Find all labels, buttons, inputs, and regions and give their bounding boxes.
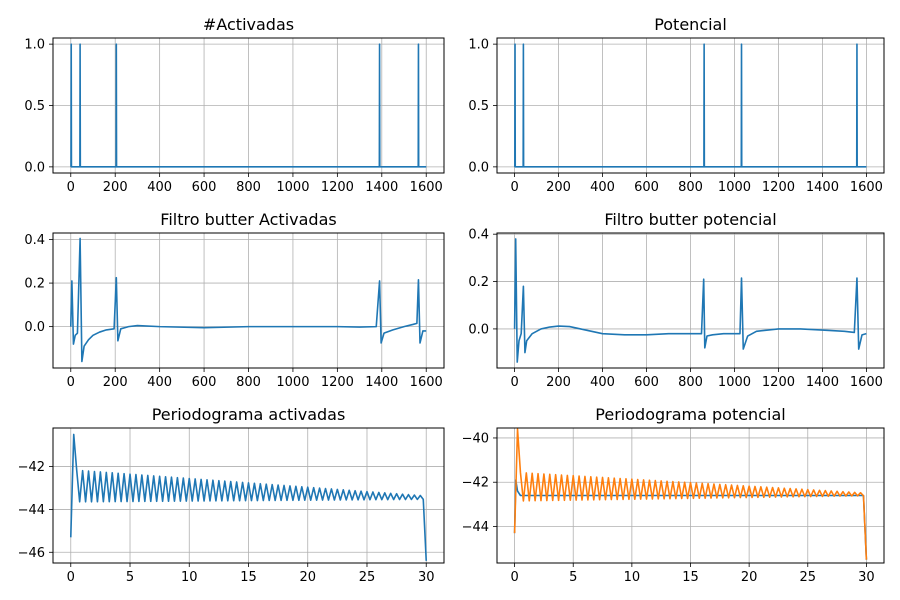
y-tick-label: 0.0 <box>468 322 489 337</box>
x-tick-label: 1600 <box>850 180 883 195</box>
x-tick-label: 0 <box>67 570 75 585</box>
x-tick-label: 1200 <box>321 375 354 390</box>
x-tick-label: 1400 <box>365 180 398 195</box>
x-tick-label: 1600 <box>850 375 883 390</box>
subplot-2: Potencial 0 200 400 600 800 1000 1200 1400 1600 0.… <box>468 15 885 195</box>
y-tick-label: 0.0 <box>24 320 45 335</box>
x-tick-label: 800 <box>678 180 703 195</box>
subplot-title: Periodograma potencial <box>595 405 785 424</box>
x-tick-label: 800 <box>678 375 703 390</box>
x-tick-label: 1000 <box>276 180 309 195</box>
x-tick-label: 15 <box>682 570 699 585</box>
y-tick-label: −44 <box>18 503 45 518</box>
axes-frame <box>52 427 445 564</box>
axes-frame <box>496 37 885 174</box>
x-tick-label: 600 <box>634 180 659 195</box>
x-tick-label: 1400 <box>365 375 398 390</box>
y-tick-label: 1.0 <box>468 38 489 53</box>
subplot-5: Periodograma activadas 0 5 10 15 20 25 30 −46 −44… <box>18 405 445 585</box>
x-tick-label: 25 <box>359 570 376 585</box>
x-tick-label: 0 <box>510 180 518 195</box>
x-tick-label: 5 <box>126 570 134 585</box>
y-tick-label: 0.0 <box>468 160 489 175</box>
x-tick-label: 1200 <box>321 180 354 195</box>
subplot-title: Potencial <box>654 15 727 34</box>
x-tick-label: 15 <box>240 570 257 585</box>
x-tick-label: 0 <box>510 375 518 390</box>
x-tick-label: 5 <box>569 570 577 585</box>
x-tick-label: 10 <box>624 570 641 585</box>
y-tick-label: 0.4 <box>468 228 489 243</box>
axes-frame <box>52 232 445 369</box>
x-tick-label: 20 <box>741 570 758 585</box>
x-tick-label: 1200 <box>762 180 795 195</box>
x-tick-label: 1000 <box>718 180 751 195</box>
x-tick-label: 1000 <box>276 375 309 390</box>
x-tick-label: 1400 <box>806 180 839 195</box>
y-tick-label: 1.0 <box>24 38 45 53</box>
x-tick-label: 200 <box>546 180 571 195</box>
x-tick-label: 25 <box>799 570 816 585</box>
x-tick-label: 1200 <box>762 375 795 390</box>
x-tick-label: 400 <box>147 375 172 390</box>
x-tick-label: 0 <box>67 180 75 195</box>
x-tick-label: 0 <box>510 570 518 585</box>
x-tick-label: 1600 <box>410 180 443 195</box>
subplot-3: Filtro butter Activadas 0 200 400 600 800 1000… <box>24 210 445 390</box>
x-tick-label: 200 <box>546 375 571 390</box>
series-line-1 <box>69 433 428 561</box>
axes-frame <box>496 427 885 564</box>
series-line-2 <box>513 428 868 560</box>
subplot-title: Filtro butter Activadas <box>160 210 336 229</box>
x-tick-label: 30 <box>418 570 435 585</box>
x-tick-label: 600 <box>192 180 217 195</box>
y-tick-label: −44 <box>462 520 489 535</box>
x-tick-label: 1000 <box>718 375 751 390</box>
x-tick-label: 800 <box>236 180 261 195</box>
axes-frame <box>52 37 445 174</box>
y-tick-label: −46 <box>18 546 45 561</box>
x-tick-label: 600 <box>192 375 217 390</box>
y-tick-label: 0.2 <box>468 275 489 290</box>
x-tick-label: 1600 <box>410 375 443 390</box>
subplot-title: #Activadas <box>203 15 294 34</box>
x-tick-label: 600 <box>634 375 659 390</box>
y-tick-label: 0.5 <box>24 99 45 114</box>
x-tick-label: 400 <box>590 180 615 195</box>
x-tick-label: 0 <box>67 375 75 390</box>
y-tick-label: 0.5 <box>468 99 489 114</box>
x-tick-label: 400 <box>590 375 615 390</box>
y-tick-label: 0.2 <box>24 277 45 292</box>
x-tick-label: 30 <box>858 570 875 585</box>
y-tick-label: −40 <box>462 431 489 446</box>
axes-frame <box>496 232 885 369</box>
series-line-1 <box>513 238 867 363</box>
y-tick-label: 0.0 <box>24 160 45 175</box>
y-tick-label: 0.4 <box>24 233 45 248</box>
subplot-6: Periodograma potencial 0 5 10 15 20 25 30 −44 −42… <box>462 405 885 585</box>
subplot-1: #Activadas 0 200 400 600 800 1000 1200 1400 1600 0… <box>24 15 445 195</box>
x-tick-label: 200 <box>103 180 128 195</box>
series-line-1 <box>69 237 427 363</box>
subplot-4: Filtro butter potencial 0 200 400 600 800 1000… <box>468 210 885 390</box>
series-line-1 <box>514 43 867 168</box>
subplot-title: Periodograma activadas <box>152 405 346 424</box>
x-tick-label: 1400 <box>806 375 839 390</box>
x-tick-label: 200 <box>103 375 128 390</box>
y-tick-label: −42 <box>18 460 45 475</box>
x-tick-label: 800 <box>236 375 261 390</box>
x-tick-label: 400 <box>147 180 172 195</box>
y-tick-label: −42 <box>462 476 489 491</box>
x-tick-label: 10 <box>181 570 198 585</box>
series-line-1 <box>70 43 427 168</box>
subplot-title: Filtro butter potencial <box>604 210 776 229</box>
x-tick-label: 20 <box>299 570 316 585</box>
